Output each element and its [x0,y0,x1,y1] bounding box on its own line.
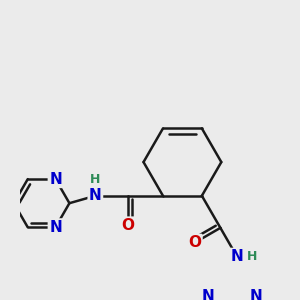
Text: N: N [89,188,102,203]
Text: N: N [49,172,62,187]
Text: N: N [49,220,62,235]
Text: N: N [250,289,263,300]
Text: N: N [202,289,215,300]
Text: O: O [188,235,201,250]
Text: H: H [247,250,257,263]
Text: H: H [90,172,100,186]
Text: O: O [121,218,134,233]
Text: N: N [231,249,243,264]
